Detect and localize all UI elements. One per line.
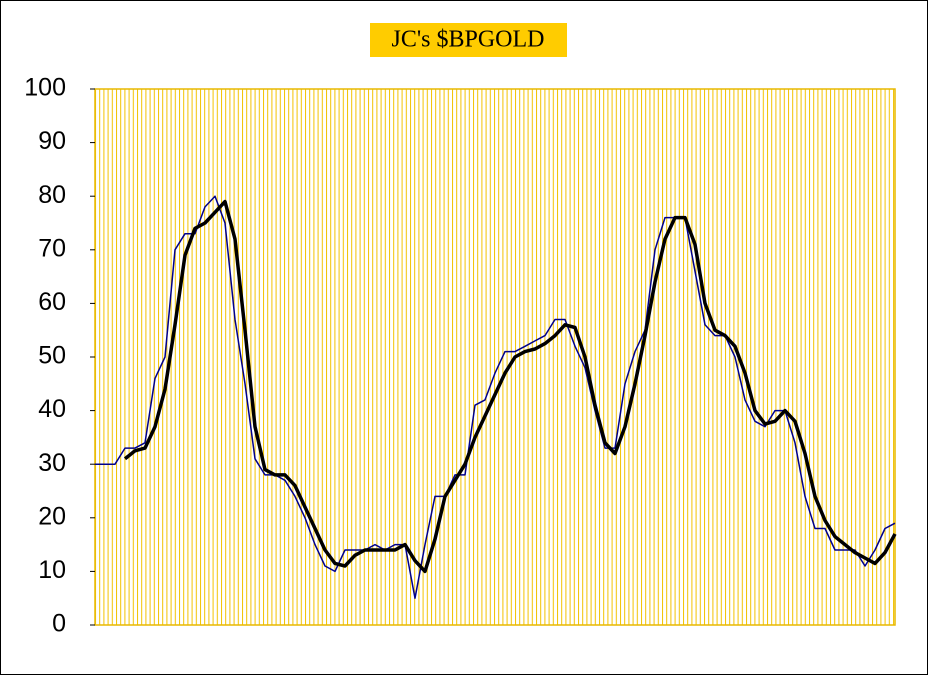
y-tick-label: 40 — [38, 395, 66, 423]
y-tick-label: 60 — [38, 288, 66, 316]
y-tick-label: 0 — [52, 610, 66, 638]
y-tick-label: 50 — [38, 342, 66, 370]
y-tick-label: 70 — [38, 234, 66, 262]
series-line — [95, 195, 896, 599]
y-tick-label: 80 — [38, 181, 66, 209]
chart-title: JC's $BPGOLD — [391, 27, 544, 53]
plot-grid — [95, 89, 895, 625]
y-tick-label: 90 — [38, 127, 66, 155]
series-line — [123, 199, 897, 574]
y-tick-label: 30 — [38, 449, 66, 477]
y-tick-label: 10 — [38, 556, 66, 584]
y-tick-label: 20 — [38, 502, 66, 530]
y-tick-label: 100 — [24, 74, 66, 102]
title-box — [370, 23, 567, 57]
